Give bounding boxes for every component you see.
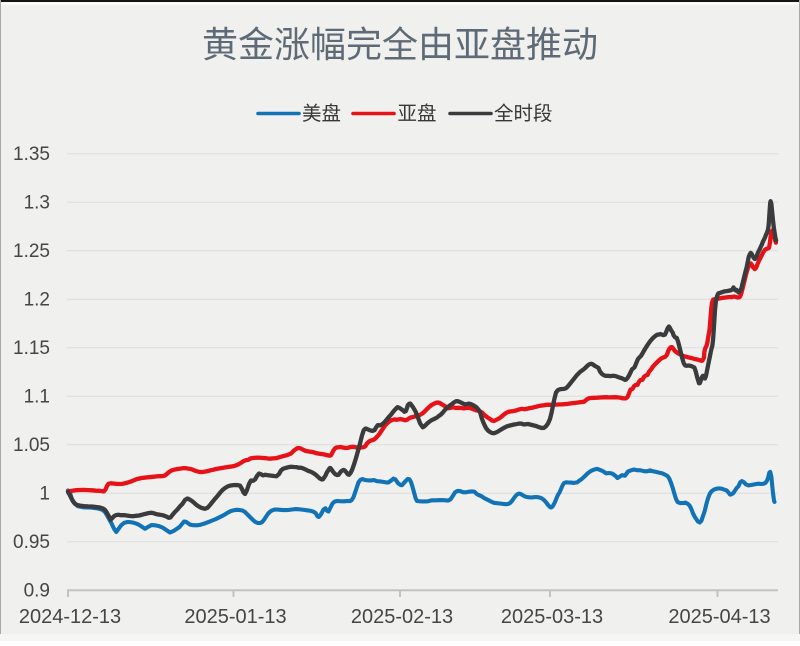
svg-text:2025-03-13: 2025-03-13 <box>501 606 603 628</box>
svg-text:2024-12-13: 2024-12-13 <box>19 606 121 628</box>
svg-text:1.1: 1.1 <box>24 386 50 407</box>
svg-text:1.2: 1.2 <box>24 289 50 310</box>
svg-text:亚盘: 亚盘 <box>398 103 437 125</box>
svg-text:1.35: 1.35 <box>13 144 50 165</box>
svg-text:1: 1 <box>39 483 50 504</box>
svg-text:2025-04-13: 2025-04-13 <box>668 606 770 628</box>
svg-text:1.25: 1.25 <box>13 241 50 262</box>
svg-text:1.15: 1.15 <box>13 338 50 359</box>
svg-text:1.05: 1.05 <box>13 435 50 456</box>
svg-text:0.95: 0.95 <box>13 532 50 553</box>
svg-text:2025-01-13: 2025-01-13 <box>184 606 286 628</box>
svg-text:0.9: 0.9 <box>24 580 50 601</box>
svg-text:全时段: 全时段 <box>494 103 553 125</box>
svg-text:2025-02-13: 2025-02-13 <box>351 606 453 628</box>
svg-text:1.3: 1.3 <box>24 192 50 213</box>
svg-text:美盘: 美盘 <box>302 103 341 125</box>
svg-text:黄金涨幅完全由亚盘推动: 黄金涨幅完全由亚盘推动 <box>202 24 598 65</box>
